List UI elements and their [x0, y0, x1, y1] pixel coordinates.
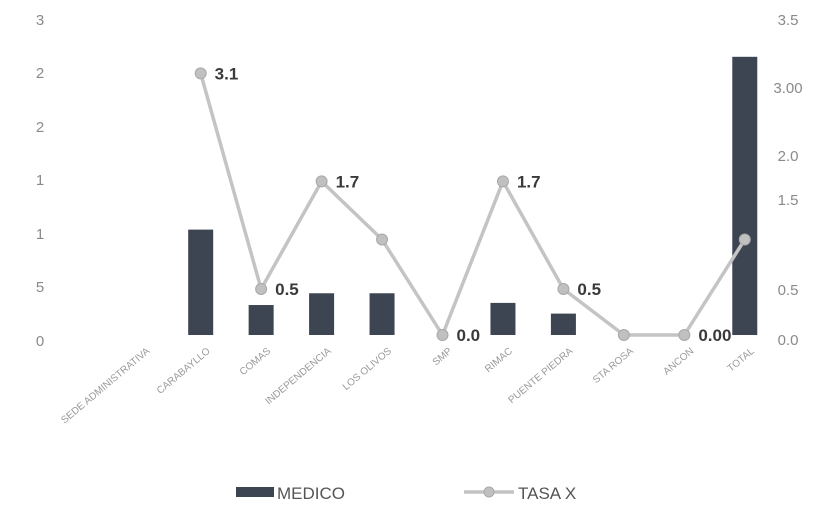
data-label: 0.0: [457, 326, 481, 345]
left-tick-label: 2: [36, 119, 44, 136]
category-label: SEDE ADMINISTRATIVA: [59, 346, 152, 427]
data-labels: 3.1 0.5 1.7 0.0 1.7 0.5 0.00: [215, 64, 732, 345]
category-axis: SEDE ADMINISTRATIVA CARABAYLLO COMASINDEPE…: [59, 346, 757, 427]
category-label: SMP: [431, 346, 455, 369]
right-tick-label: 0.5: [778, 282, 799, 299]
data-label: 1.7: [336, 172, 360, 191]
data-point: [678, 329, 691, 341]
data-point: [557, 283, 570, 295]
legend: MEDICO TASA X: [236, 484, 576, 503]
bar-series: [188, 56, 758, 336]
data-point: [255, 283, 268, 295]
legend-swatch-medico: [236, 487, 274, 497]
category-label: LOS OLIVOS: [341, 346, 394, 393]
series-line: [198, 72, 747, 337]
legend-marker-tasa: [483, 486, 495, 498]
bar: [550, 313, 576, 335]
right-tick-label: 3.00: [773, 80, 802, 97]
left-axis: 0 5 1 1 2 2 3: [36, 12, 44, 350]
category-label: TOTAL: [726, 346, 757, 375]
right-tick-label: 2.0: [778, 148, 799, 165]
left-tick-label: 5: [36, 279, 44, 296]
category-label: STA ROSA: [591, 346, 636, 386]
data-point: [738, 233, 751, 246]
bar: [188, 229, 214, 335]
category-label: COMAS: [238, 346, 273, 378]
bar: [732, 56, 758, 336]
bar: [309, 293, 335, 335]
category-label: PUENTE PIEDRA: [507, 346, 576, 406]
line-points: [194, 67, 751, 341]
category-label: ANCON: [662, 346, 697, 378]
left-tick-label: 2: [36, 65, 44, 82]
bar: [490, 302, 516, 335]
category-label: RIMAC: [483, 346, 515, 375]
right-tick-label: 1.5: [778, 192, 799, 209]
left-tick-label: 1: [36, 226, 44, 243]
left-tick-label: 3: [36, 12, 44, 29]
legend-label-medico: MEDICO: [277, 484, 345, 503]
data-point: [617, 329, 630, 341]
left-tick-label: 0: [36, 333, 44, 350]
right-tick-label: 0.0: [778, 332, 799, 349]
data-label: 1.7: [517, 172, 541, 191]
right-axis: 0.0 0.5 1.5 2.0 3.00 3.5: [773, 12, 802, 349]
bar: [369, 293, 395, 335]
data-point: [376, 233, 389, 246]
data-point: [496, 175, 509, 188]
right-tick-label: 3.5: [778, 12, 799, 29]
category-label: CARABAYLLO: [155, 346, 213, 397]
line-series: [198, 72, 747, 337]
data-label: 3.1: [215, 64, 239, 83]
data-point: [436, 329, 449, 341]
data-point: [315, 175, 328, 188]
bar: [248, 305, 274, 335]
data-label: 0.00: [698, 326, 731, 345]
left-tick-label: 1: [36, 172, 44, 189]
legend-label-tasa: TASA X: [518, 484, 576, 503]
data-label: 0.5: [577, 280, 601, 299]
data-label: 0.5: [275, 280, 299, 299]
category-label: INDEPENDENCIA: [263, 346, 333, 407]
data-point: [194, 67, 207, 80]
